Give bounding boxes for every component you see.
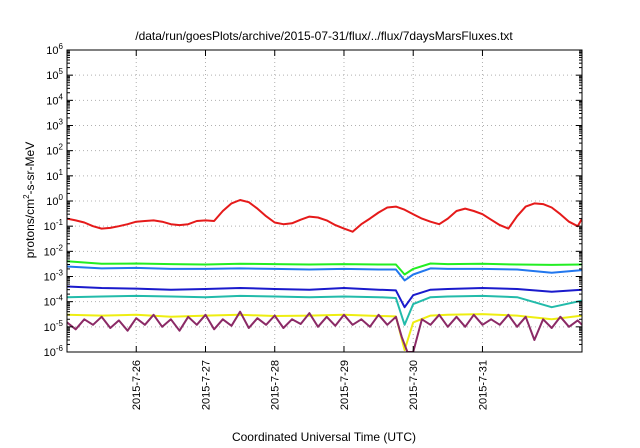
x-tick-label: 2015-7-28 [270,360,282,410]
y-tick-label-exponent: -3 [56,269,64,278]
y-tick-label: 100 [46,193,63,208]
y-tick-label: 104 [46,92,63,107]
y-tick-label-exponent: 5 [59,67,64,76]
series-line-3 [67,265,582,282]
y-tick-label-exponent: 0 [59,193,64,202]
y-tick-label-base: 10 [46,70,58,82]
x-tick-labels: 2015-7-26 2015-7-27 2015-7-28 2015-7-29 2015… [131,360,489,410]
y-tick-label-base: 10 [44,347,56,359]
axis-ticks [67,49,582,353]
y-tick-label: 10-5 [44,319,64,334]
y-axis-label-base: protons/cm [23,199,37,258]
x-tick-label: 2015-7-31 [477,360,489,410]
x-tick-label: 2015-7-26 [131,360,143,410]
series-line-7 [67,310,582,352]
y-tick-label-exponent: 1 [59,168,64,177]
y-tick-label: 105 [46,67,63,82]
y-tick-label: 106 [46,42,63,57]
y-tick-label: 10-2 [44,243,64,258]
y-tick-label-base: 10 [46,121,58,133]
y-tick-label: 103 [46,118,63,133]
plot-frame [66,49,583,353]
y-tick-label: 10-1 [44,218,64,233]
y-tick-label: 10-3 [44,269,64,284]
x-tick-label: 2015-7-27 [200,360,212,410]
series-line-5 [67,294,582,326]
series-line-1 [67,199,582,233]
y-tick-label-base: 10 [44,221,56,233]
y-tick-label-base: 10 [46,45,58,57]
y-tick-label: 10-4 [44,294,64,309]
y-tick-label: 101 [46,168,63,183]
y-tick-label-exponent: -4 [56,294,64,303]
series-lines [67,199,582,352]
x-tick-label: 2015-7-29 [339,360,351,410]
y-tick-label-base: 10 [44,246,56,258]
y-tick-label-exponent: 3 [59,118,64,127]
y-tick-label-exponent: -1 [56,218,64,227]
y-tick-label-base: 10 [44,297,56,309]
x-tick-label: 2015-7-30 [408,360,420,410]
y-tick-labels: 10-610-510-410-310-210-11001011021031041… [44,42,64,359]
y-tick-label-base: 10 [46,146,58,158]
gridlines [67,50,582,352]
y-axis-label: protons/cm2-s-sr-MeV [22,142,37,258]
y-tick-label-exponent: -6 [56,344,64,353]
y-tick-label-exponent: 2 [59,143,64,152]
y-tick-label-exponent: -2 [56,243,64,252]
series-line-4 [67,285,582,309]
y-tick-label-base: 10 [46,171,58,183]
y-tick-label-exponent: -5 [56,319,64,328]
series-line-2 [67,260,582,276]
y-tick-label: 10-6 [44,344,64,359]
y-tick-label-exponent: 4 [59,92,64,101]
y-axis-label-rest: -s-sr-MeV [23,142,37,195]
y-tick-label: 102 [46,143,63,158]
y-tick-label-base: 10 [44,322,56,334]
y-tick-label-base: 10 [46,95,58,107]
x-axis-label: Coordinated Universal Time (UTC) [232,430,416,444]
y-axis-label-superscript: 2 [22,194,31,199]
y-tick-label-exponent: 6 [59,42,64,51]
y-tick-label-base: 10 [46,196,58,208]
chart-title: /data/run/goesPlots/archive/2015-07-31/f… [135,29,513,43]
y-tick-label-base: 10 [44,272,56,284]
